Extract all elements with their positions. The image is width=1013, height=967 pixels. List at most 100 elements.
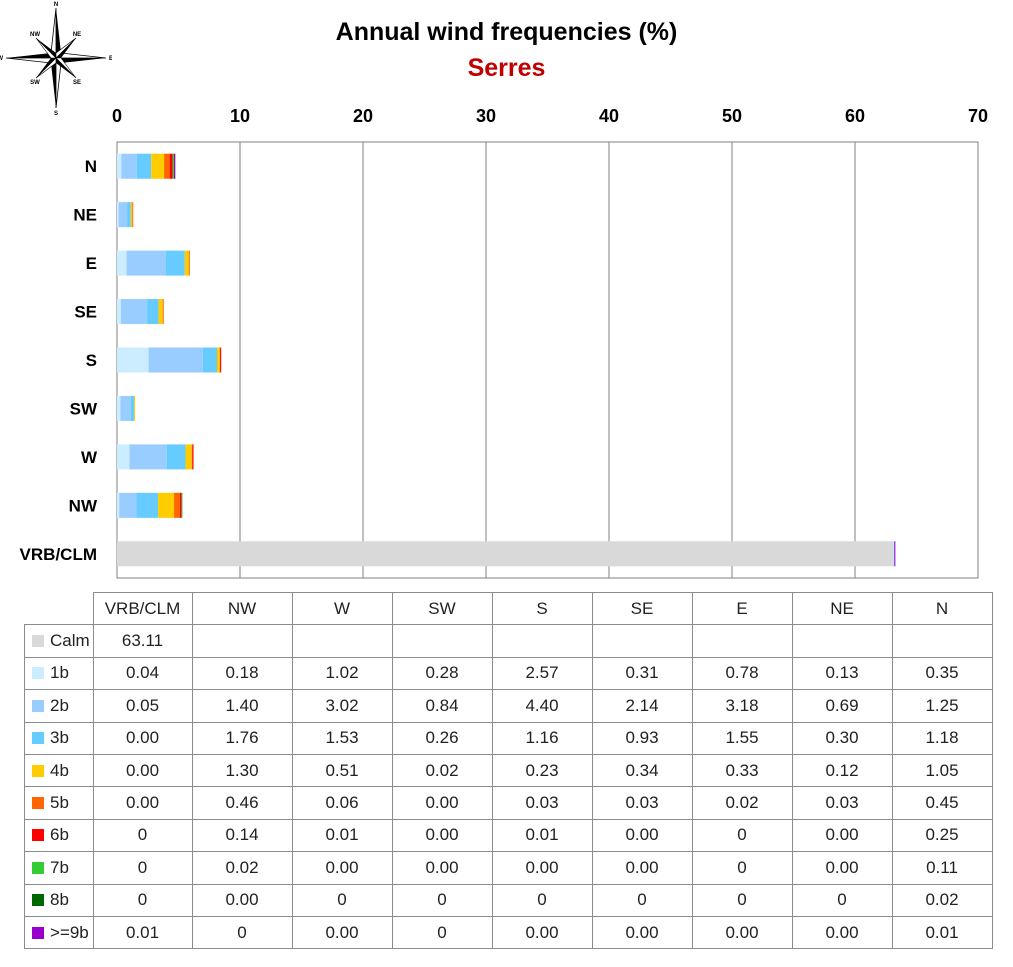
chart-subtitle: Serres xyxy=(467,54,546,82)
table-cell: 0.51 xyxy=(291,753,393,788)
chart-title: Annual wind frequencies (%) xyxy=(335,18,678,46)
table-cell: 1.53 xyxy=(291,721,393,755)
bar-segment xyxy=(169,153,173,179)
bar-segment xyxy=(120,299,148,325)
table-cell: 0 xyxy=(591,883,693,917)
table-cell: 0.00 xyxy=(491,851,593,885)
table-cell xyxy=(591,624,693,658)
table-cell: 1.30 xyxy=(191,753,293,788)
table-cell: 0.00 xyxy=(391,786,493,820)
table-cell: 0.01 xyxy=(891,915,993,950)
table-cell: 0.00 xyxy=(92,721,193,755)
compass-label-ne: NE xyxy=(73,32,81,38)
bar-segment xyxy=(162,299,164,325)
table-row: 1b 0.04 0.18 1.02 0.28 2.57 0.31 0.78 0.13 0.35 xyxy=(24,656,993,691)
plot-area xyxy=(116,141,979,579)
legend-swatch xyxy=(32,926,44,939)
table-column-header: NE xyxy=(791,591,893,626)
table-cell: 0 xyxy=(191,915,293,950)
table-row-label: Calm xyxy=(24,624,94,658)
y-tick-label: W xyxy=(81,448,98,467)
table-row: 3b 0.00 1.76 1.53 0.26 1.16 0.93 1.55 0.30 1.18 xyxy=(24,721,993,755)
table-row: 5b 0.00 0.46 0.06 0.00 0.03 0.03 0.02 0.03 0.45 xyxy=(24,786,993,820)
bar-segment xyxy=(117,492,120,518)
legend-label: 1b xyxy=(50,663,69,683)
table-cell: 0.04 xyxy=(92,656,193,691)
bar-segment xyxy=(130,202,133,228)
table-column-header: S xyxy=(491,591,593,626)
bar-segment xyxy=(179,492,182,518)
y-tick-label: NW xyxy=(69,496,98,515)
table-cell: 0.00 xyxy=(591,915,693,950)
table-cell: 0.11 xyxy=(891,851,993,885)
table-cell: 1.18 xyxy=(891,721,993,755)
table-row-label: 8b xyxy=(24,883,94,917)
table-cell xyxy=(891,624,993,658)
bar-segment xyxy=(216,347,220,373)
bar-segment xyxy=(174,492,180,518)
y-tick-label: N xyxy=(85,157,97,176)
table-cell: 0.34 xyxy=(591,753,693,788)
x-tick-label: 30 xyxy=(476,106,496,126)
table-cell xyxy=(791,624,893,658)
bar-segment xyxy=(158,492,175,518)
bar-segment xyxy=(164,153,170,179)
table-cell: 2.57 xyxy=(491,656,593,691)
table-cell: 0.18 xyxy=(191,656,293,691)
table-cell: 0.02 xyxy=(191,851,293,885)
bar-segment xyxy=(148,347,203,373)
table-cell: 0.78 xyxy=(691,656,793,691)
table-row-label: >=9b xyxy=(24,915,94,950)
table-cell: 0.31 xyxy=(591,656,693,691)
bar-segment xyxy=(118,202,128,228)
legend-swatch xyxy=(32,699,44,712)
compass-label-w: W xyxy=(0,56,3,62)
x-tick-label: 0 xyxy=(112,106,122,126)
y-tick-label: VRB/CLM xyxy=(20,545,97,564)
bar-segment xyxy=(181,492,183,518)
bar-segment xyxy=(188,250,190,276)
compass-label-se: SE xyxy=(73,80,81,86)
table-cell: 0.00 xyxy=(191,883,293,917)
table-cell: 0 xyxy=(391,883,493,917)
table-column-header: VRB/CLM xyxy=(92,591,193,626)
table-row-label: 4b xyxy=(24,753,94,788)
table-cell: 1.40 xyxy=(191,689,293,723)
compass-label-sw: SW xyxy=(30,80,40,86)
table-cell: 0.46 xyxy=(191,786,293,820)
legend-swatch xyxy=(32,797,44,810)
table-cell: 0.00 xyxy=(491,915,593,950)
table-cell: 0 xyxy=(691,818,793,853)
bar-segment xyxy=(117,250,127,276)
bar-segment xyxy=(121,153,137,179)
table-cell: 0.00 xyxy=(591,851,693,885)
table-cell: 1.02 xyxy=(291,656,393,691)
y-tick-label: E xyxy=(86,254,97,273)
bar-segment xyxy=(151,153,165,179)
table-cell: 0 xyxy=(92,851,193,885)
table-cell: 0.69 xyxy=(791,689,893,723)
table-cell: 0.45 xyxy=(891,786,993,820)
table-row-label: 5b xyxy=(24,786,94,820)
legend-label: 4b xyxy=(50,760,69,780)
table-cell: 0.01 xyxy=(291,818,393,853)
bar-segment xyxy=(136,492,159,518)
compass-rose-icon: N NE E SE S SW W NW xyxy=(0,2,112,117)
legend-label: 2b xyxy=(50,695,69,715)
table-cell: 0.23 xyxy=(491,753,593,788)
table-cell: 0.13 xyxy=(791,656,893,691)
table-cell: 0.00 xyxy=(691,915,793,950)
table-cell xyxy=(291,624,393,658)
table-row-label: 2b xyxy=(24,689,94,723)
table-cell: 0 xyxy=(291,883,393,917)
bar-segment xyxy=(120,395,131,421)
table-cell: 3.02 xyxy=(291,689,393,723)
table-cell: 1.25 xyxy=(891,689,993,723)
bar-segment xyxy=(126,250,166,276)
table-cell: 0.03 xyxy=(791,786,893,820)
bar-segment xyxy=(166,444,186,470)
table-cell: 3.18 xyxy=(691,689,793,723)
table-cell: 0.00 xyxy=(92,786,193,820)
bar-segment xyxy=(191,444,193,470)
table-cell: 0.26 xyxy=(391,721,493,755)
